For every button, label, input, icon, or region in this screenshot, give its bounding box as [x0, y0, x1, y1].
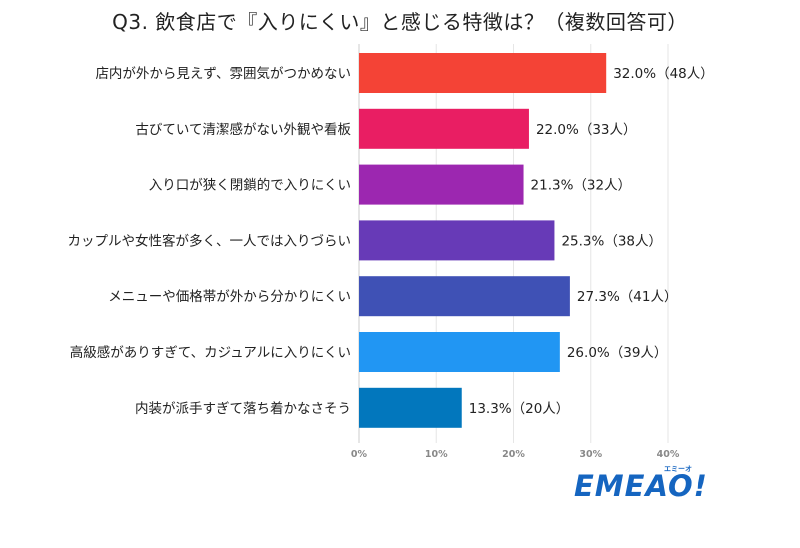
- category-label: カップルや女性客が多く、一人では入りづらい: [68, 232, 352, 249]
- bar: [359, 164, 524, 205]
- category-label: 店内が外から見えず、雰囲気がつかめない: [95, 66, 351, 82]
- bar: [359, 332, 560, 372]
- x-axis-ticks: 0% 10% 20% 30% 40%: [351, 449, 680, 460]
- x-tick-label: 40%: [657, 449, 680, 460]
- value-label: 26.0%（39人）: [567, 345, 668, 361]
- category-label: 古びていて清潔感がない外観や看板: [135, 121, 351, 138]
- category-labels: 店内が外から見えず、雰囲気がつかめない古びていて清潔感がない外観や看板入り口が狭…: [68, 66, 352, 417]
- value-label: 22.0%（33人）: [536, 122, 637, 138]
- x-tick-label: 10%: [425, 449, 448, 460]
- bar: [359, 387, 462, 428]
- bar: [359, 108, 529, 149]
- value-label: 21.3%（32人）: [531, 178, 632, 194]
- logo-subtext: エミーオ: [664, 465, 692, 473]
- value-label: 25.3%（38人）: [561, 233, 662, 249]
- bar: [359, 220, 555, 261]
- category-label: 内装が派手すぎて落ち着かなさそう: [135, 400, 351, 417]
- value-label: 32.0%（48人）: [613, 66, 714, 82]
- category-label: 入り口が狭く閉鎖的で入りにくい: [149, 178, 351, 194]
- category-label: 高級感がありすぎて、カジュアルに入りにくい: [70, 344, 351, 361]
- logo-text: EMEAO!: [574, 469, 708, 502]
- emeao-logo: エミーオ EMEAO!: [574, 465, 708, 502]
- bar: [359, 53, 607, 93]
- value-label: 13.3%（20人）: [469, 401, 570, 417]
- x-tick-label: 0%: [351, 449, 368, 460]
- chart-title: Q3. 飲食店で『入りにくい』と感じる特徴は？（複数回答可）: [112, 10, 688, 34]
- x-tick-label: 30%: [579, 449, 602, 460]
- bar: [359, 276, 570, 317]
- value-labels: 32.0%（48人） 22.0%（33人） 21.3%（32人） 25.3%（38人）…: [469, 66, 714, 417]
- bars: [359, 53, 607, 428]
- x-tick-label: 20%: [502, 449, 525, 460]
- category-label: メニューや価格帯が外から分かりにくい: [108, 289, 351, 305]
- value-label: 27.3%（41人）: [577, 289, 678, 305]
